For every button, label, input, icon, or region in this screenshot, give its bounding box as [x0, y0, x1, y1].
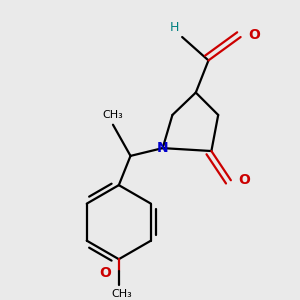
Text: CH₃: CH₃: [111, 290, 132, 299]
Text: O: O: [239, 173, 250, 187]
Text: CH₃: CH₃: [103, 110, 123, 120]
Text: H: H: [170, 21, 179, 34]
Text: O: O: [248, 28, 260, 42]
Text: O: O: [99, 266, 111, 280]
Text: N: N: [157, 141, 169, 155]
